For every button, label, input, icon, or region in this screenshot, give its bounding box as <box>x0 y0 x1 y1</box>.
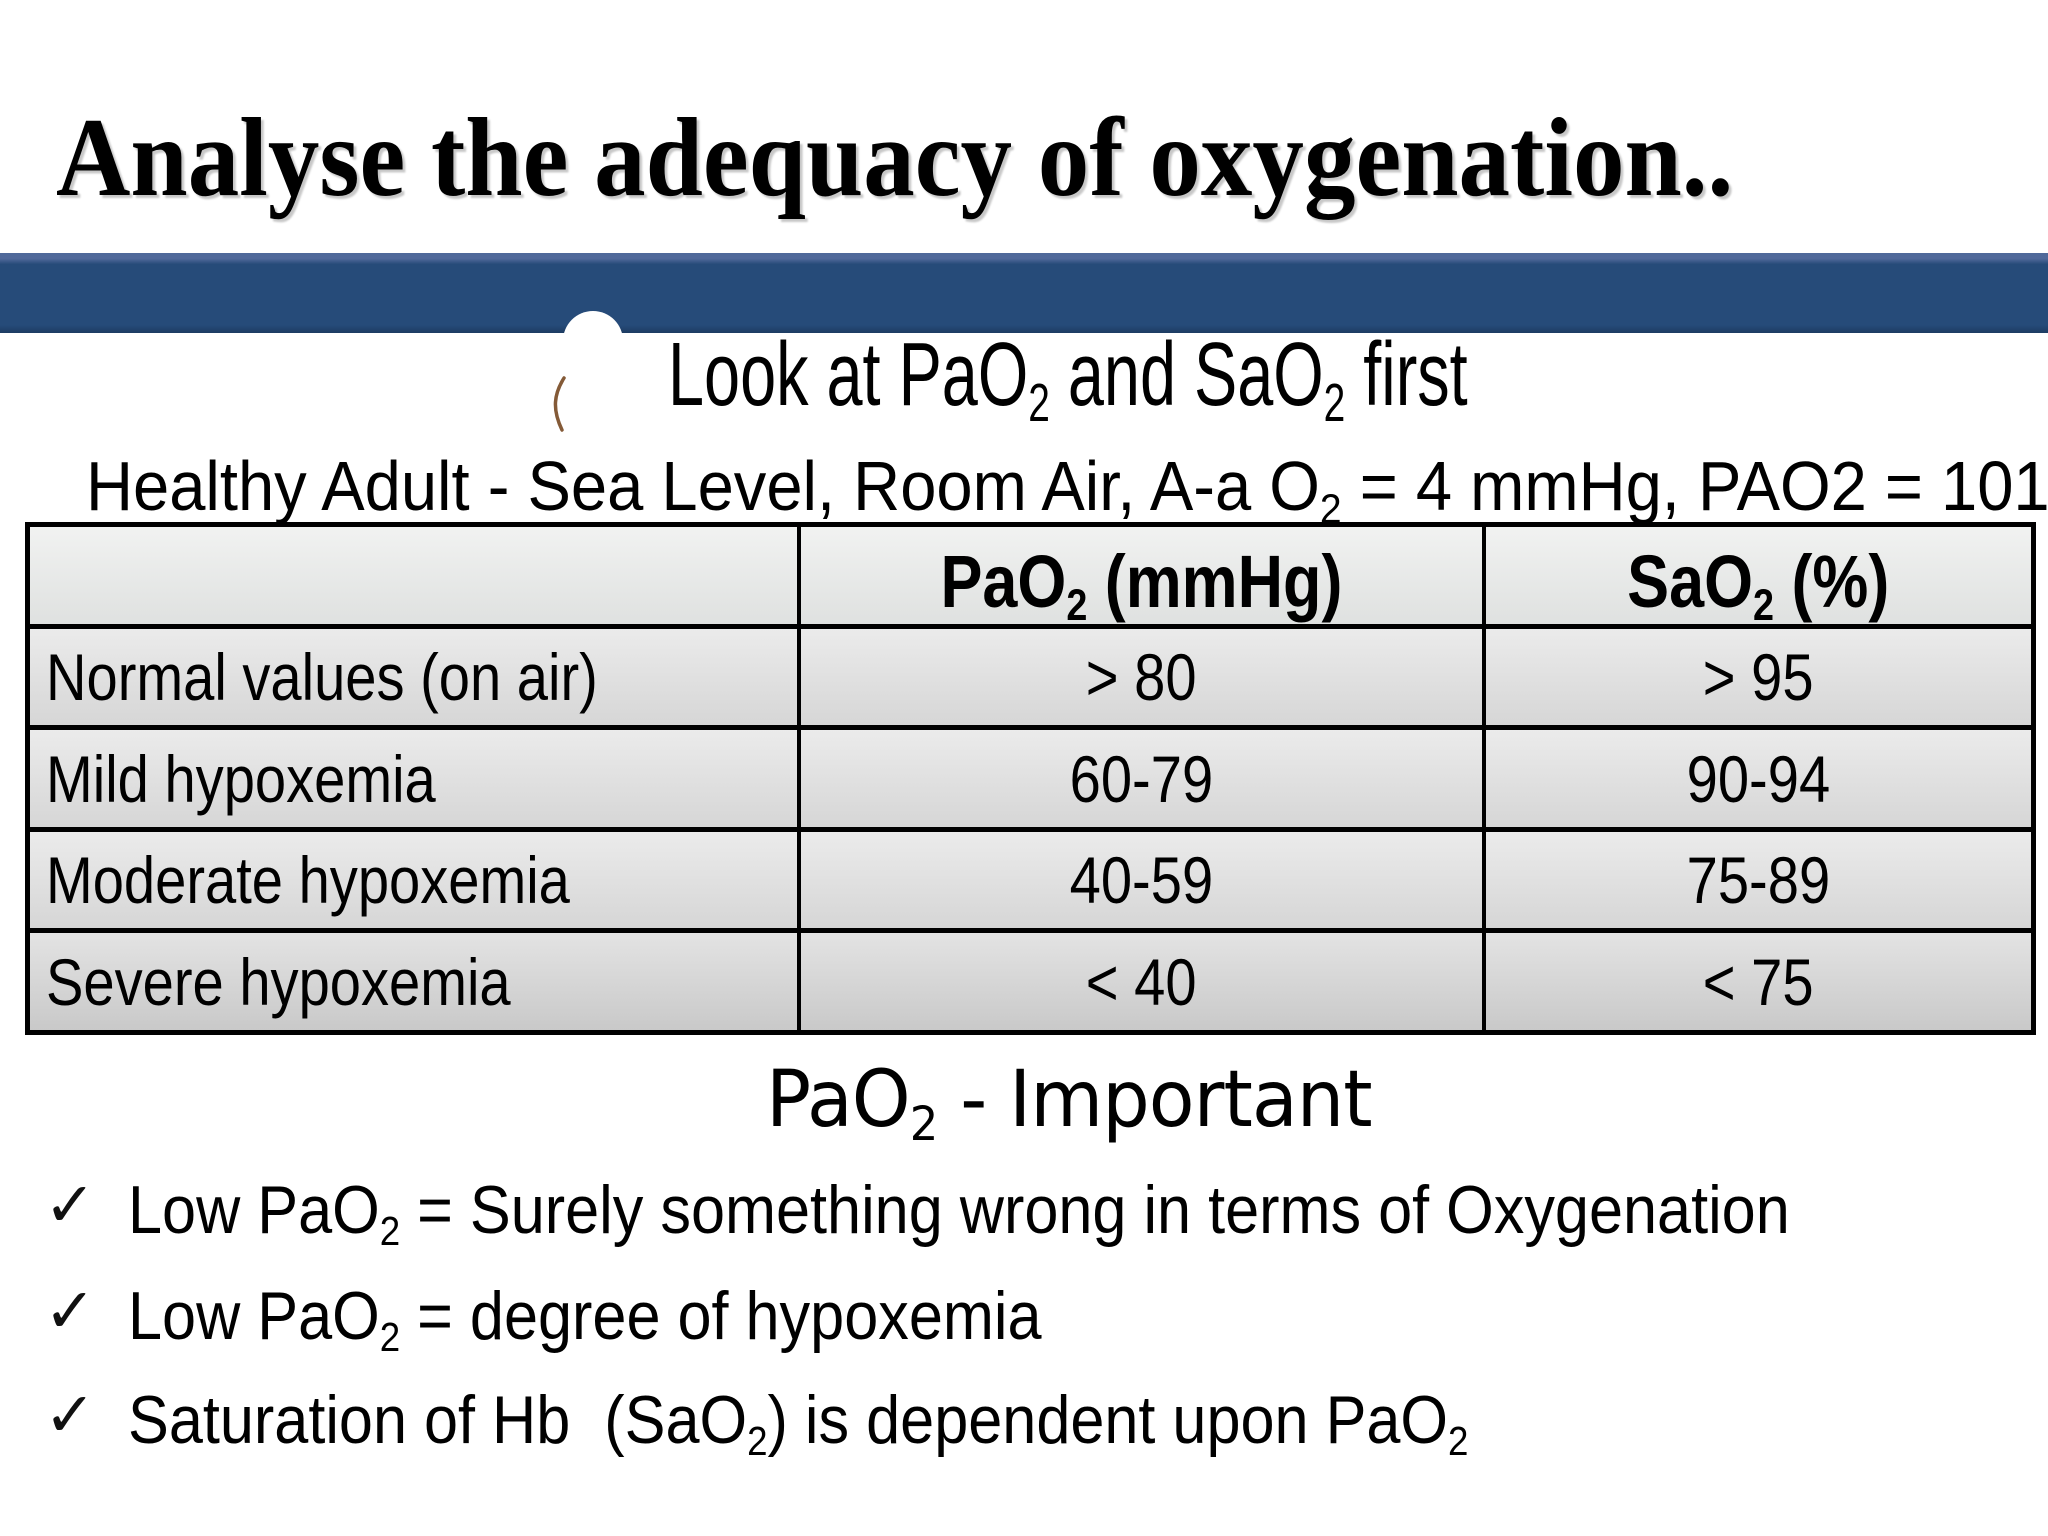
table-cell-sao2: > 95 <box>1486 629 2031 725</box>
table-header-pao2-text: PaO2 (mmHg) <box>940 539 1343 624</box>
row-label-text: Moderate hypoxemia <box>46 843 570 917</box>
bar-notch-circle <box>563 311 623 371</box>
bullet-item: ✓ Saturation of Hb (SaO2) is dependent u… <box>44 1378 1617 1465</box>
cell-value-text: < 75 <box>1703 944 1814 1019</box>
table-cell-sao2: 90-94 <box>1486 730 2031 827</box>
table-header-sao2: SaO2 (%) <box>1486 527 2031 624</box>
checkmark-icon: ✓ <box>44 1168 96 1241</box>
condition-line: Healthy Adult - Sea Level, Room Air, A-a… <box>86 447 2048 532</box>
pen-arc-mark <box>553 376 566 432</box>
table-cell-pao2: 40-59 <box>801 832 1482 928</box>
checkmark-icon: ✓ <box>44 1274 96 1347</box>
subtitle: Look at PaO2 and SaO2 first <box>668 325 1779 434</box>
cell-value-text: < 40 <box>1086 944 1197 1019</box>
table-cell-pao2: > 80 <box>801 629 1482 725</box>
cell-value-text: 60-79 <box>1069 741 1214 816</box>
bullet-text-wrap: Low PaO2 = Surely something wrong in ter… <box>128 1171 1974 1255</box>
slide-title: Analyse the adequacy of oxygenation.. <box>56 96 1734 220</box>
row-label-text: Normal values (on air) <box>46 640 598 714</box>
table-cell-pao2: 60-79 <box>801 730 1482 827</box>
bullet-text: Saturation of Hb (SaO2) is dependent upo… <box>128 1382 1469 1465</box>
table-cell-sao2: 75-89 <box>1486 832 2031 928</box>
section-heading: PaO2 - Important <box>766 1055 1397 1153</box>
cell-value-text: > 95 <box>1703 640 1814 714</box>
bullet-text-wrap: Saturation of Hb (SaO2) is dependent upo… <box>128 1381 1617 1465</box>
bullet-item: ✓ Low PaO2 = degree of hypoxemia <box>44 1274 1143 1361</box>
hypoxemia-table: PaO2 (mmHg) SaO2 (%) Normal values (on a… <box>25 522 2036 1035</box>
row-label-text: Mild hypoxemia <box>46 741 436 816</box>
subtitle-text: Look at PaO2 and SaO2 first <box>668 325 1468 434</box>
cell-value-text: > 80 <box>1086 640 1197 714</box>
table-cell-sao2: < 75 <box>1486 933 2031 1030</box>
table-cell-pao2: < 40 <box>801 933 1482 1030</box>
cell-value-text: 40-59 <box>1069 843 1214 917</box>
bullet-text-wrap: Low PaO2 = degree of hypoxemia <box>128 1277 1143 1361</box>
bullet-item: ✓ Low PaO2 = Surely something wrong in t… <box>44 1168 1974 1255</box>
cell-value-text: 75-89 <box>1686 843 1831 917</box>
blue-divider-bar <box>0 253 2048 333</box>
table-row-label: Moderate hypoxemia <box>30 832 797 928</box>
table-header-sao2-text: SaO2 (%) <box>1627 539 1890 624</box>
bullet-text: Low PaO2 = Surely something wrong in ter… <box>128 1172 1790 1255</box>
checkmark-icon: ✓ <box>44 1378 96 1451</box>
section-heading-text: PaO2 - Important <box>766 1055 1373 1153</box>
table-row-label: Normal values (on air) <box>30 629 797 725</box>
table-header-pao2: PaO2 (mmHg) <box>801 527 1482 624</box>
cell-value-text: 90-94 <box>1686 741 1831 816</box>
table-row-label: Severe hypoxemia <box>30 933 797 1030</box>
row-label-text: Severe hypoxemia <box>46 944 511 1019</box>
condition-line-text: Healthy Adult - Sea Level, Room Air, A-a… <box>86 447 2048 532</box>
table-header-blank <box>30 527 797 624</box>
table-row-label: Mild hypoxemia <box>30 730 797 827</box>
bullet-text: Low PaO2 = degree of hypoxemia <box>128 1278 1042 1361</box>
